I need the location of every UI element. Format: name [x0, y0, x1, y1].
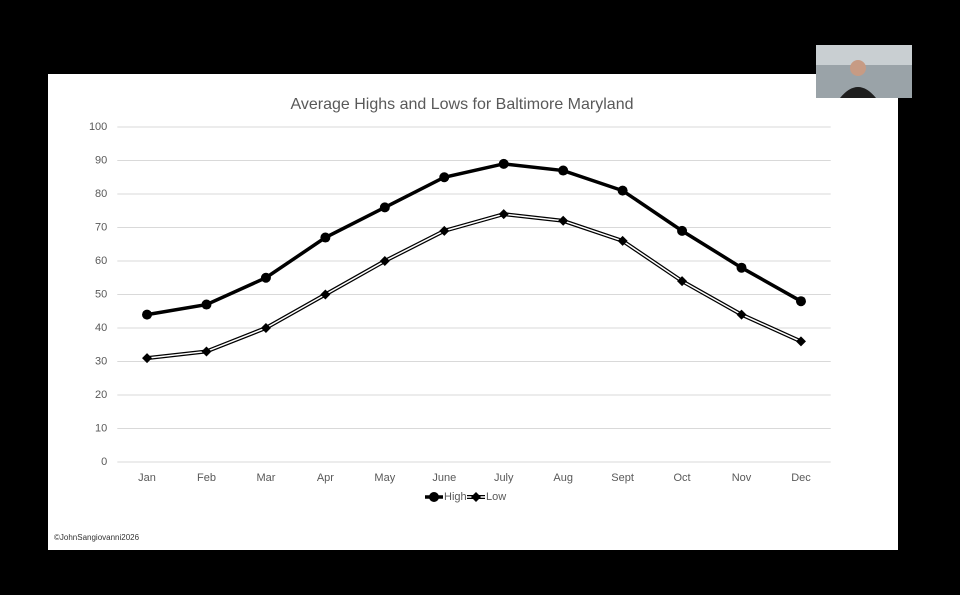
x-tick-label: Oct: [674, 472, 691, 484]
point: [379, 256, 390, 266]
y-tick-label: 30: [95, 355, 107, 367]
y-tick-label: 50: [95, 288, 107, 300]
point: [558, 215, 569, 226]
legend-marker: [429, 492, 439, 502]
y-tick-label: 80: [95, 188, 107, 200]
point: [736, 262, 747, 273]
point: [439, 172, 450, 183]
y-tick-label: 60: [95, 255, 107, 267]
slide: [48, 74, 898, 550]
point: [736, 309, 747, 320]
webcam-wall: [816, 45, 912, 65]
legend-marker: [471, 492, 481, 502]
series-line: [146, 162, 802, 317]
y-tick-label: 10: [95, 422, 107, 434]
point: [795, 296, 806, 307]
point: [320, 232, 331, 243]
x-tick-label: Feb: [197, 472, 216, 484]
point: [142, 309, 153, 320]
point: [260, 272, 271, 283]
x-tick-label: July: [494, 472, 514, 484]
x-tick-label: May: [374, 472, 395, 484]
y-tick-label: 100: [89, 121, 107, 133]
point: [677, 276, 688, 287]
legend-label: High: [444, 491, 467, 503]
point: [677, 225, 688, 236]
webcam-head: [850, 60, 866, 76]
point: [617, 235, 628, 246]
point: [260, 323, 271, 333]
chart-title: Average Highs and Lows for Baltimore Mar…: [291, 96, 634, 113]
webcam: [816, 45, 912, 98]
point: [498, 158, 509, 169]
legend-label: Low: [486, 491, 506, 503]
x-tick-label: Mar: [256, 472, 275, 484]
series-line-inner: [146, 213, 802, 359]
point: [201, 299, 212, 310]
y-tick-label: 20: [95, 389, 107, 401]
y-tick-label: 70: [95, 221, 107, 233]
point: [617, 185, 628, 196]
y-tick-label: 90: [95, 154, 107, 166]
point: [558, 165, 569, 176]
point: [439, 225, 450, 236]
x-tick-label: Sept: [611, 472, 634, 484]
x-tick-label: Apr: [317, 472, 334, 484]
point: [498, 209, 509, 220]
x-tick-label: Aug: [553, 472, 573, 484]
webcam-body: [840, 87, 876, 98]
y-tick-label: 40: [95, 322, 107, 334]
point: [142, 353, 153, 364]
x-tick-label: Jan: [138, 472, 156, 484]
point: [201, 346, 212, 357]
y-tick-label: 0: [101, 456, 107, 468]
point: [379, 202, 390, 213]
x-tick-label: Dec: [791, 472, 811, 484]
x-tick-label: Nov: [732, 472, 752, 484]
point: [320, 289, 331, 300]
point: [795, 336, 806, 347]
x-tick-label: June: [432, 472, 456, 484]
credit: ©JohnSangiovanni2026: [54, 533, 140, 542]
